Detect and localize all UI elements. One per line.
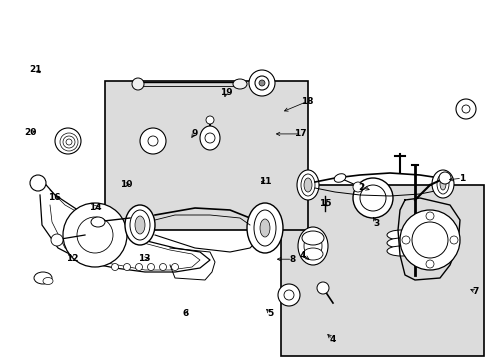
Circle shape (399, 210, 459, 270)
Circle shape (352, 182, 362, 192)
Circle shape (248, 70, 274, 96)
Ellipse shape (200, 126, 220, 150)
Circle shape (438, 172, 450, 184)
Ellipse shape (439, 178, 445, 190)
Circle shape (55, 128, 81, 154)
Circle shape (425, 212, 433, 220)
Ellipse shape (301, 174, 314, 196)
Circle shape (284, 290, 293, 300)
Circle shape (205, 116, 214, 124)
Text: 12: 12 (66, 254, 79, 263)
Circle shape (111, 264, 118, 270)
Text: 4: 4 (299, 251, 306, 260)
Circle shape (411, 222, 447, 258)
Ellipse shape (386, 230, 414, 240)
Circle shape (159, 264, 166, 270)
Text: 10: 10 (120, 180, 132, 189)
Circle shape (352, 178, 392, 218)
Ellipse shape (297, 227, 327, 265)
Text: 15: 15 (318, 199, 331, 208)
Circle shape (254, 76, 268, 90)
Text: 5: 5 (267, 309, 273, 318)
Text: 1: 1 (458, 174, 464, 183)
Ellipse shape (333, 174, 345, 182)
Text: 11: 11 (258, 177, 271, 186)
Ellipse shape (296, 170, 318, 200)
Circle shape (259, 80, 264, 86)
Circle shape (461, 105, 469, 113)
Text: 8: 8 (289, 255, 295, 264)
Text: 2: 2 (358, 183, 364, 192)
Bar (105, 81, 307, 230)
Text: 19: 19 (219, 89, 232, 98)
Text: 9: 9 (191, 129, 198, 138)
Ellipse shape (253, 210, 275, 246)
Circle shape (63, 203, 127, 267)
Text: 14: 14 (89, 202, 102, 211)
Circle shape (171, 264, 178, 270)
Circle shape (316, 282, 328, 294)
Circle shape (148, 136, 158, 146)
Text: 21: 21 (29, 65, 41, 74)
Circle shape (359, 185, 385, 211)
Circle shape (204, 133, 215, 143)
Ellipse shape (246, 203, 283, 253)
Ellipse shape (304, 234, 321, 258)
Circle shape (132, 78, 143, 90)
Ellipse shape (43, 278, 53, 284)
Text: 7: 7 (471, 287, 478, 296)
Circle shape (147, 264, 154, 270)
Ellipse shape (304, 178, 311, 192)
Circle shape (135, 264, 142, 270)
Ellipse shape (436, 174, 448, 194)
Circle shape (30, 175, 46, 191)
Ellipse shape (34, 272, 52, 284)
Circle shape (140, 128, 165, 154)
Text: 6: 6 (183, 310, 188, 319)
Circle shape (278, 284, 299, 306)
Circle shape (51, 234, 63, 246)
Bar (281, 185, 483, 356)
Text: 18: 18 (300, 97, 313, 106)
Text: 3: 3 (373, 219, 379, 228)
Circle shape (449, 236, 457, 244)
Text: 16: 16 (48, 193, 61, 202)
Ellipse shape (386, 246, 414, 256)
Circle shape (77, 217, 113, 253)
Ellipse shape (232, 79, 246, 89)
Ellipse shape (302, 231, 324, 245)
Ellipse shape (135, 216, 145, 234)
Text: 20: 20 (24, 128, 37, 137)
Ellipse shape (431, 170, 453, 198)
Ellipse shape (125, 205, 155, 245)
Ellipse shape (91, 217, 105, 227)
Ellipse shape (386, 238, 414, 248)
Ellipse shape (260, 219, 269, 237)
Circle shape (123, 264, 130, 270)
Ellipse shape (130, 210, 150, 240)
Ellipse shape (303, 248, 323, 260)
Text: 4: 4 (328, 335, 335, 343)
Circle shape (401, 236, 409, 244)
Text: 17: 17 (293, 130, 306, 139)
Text: 13: 13 (138, 254, 150, 263)
Circle shape (425, 260, 433, 268)
Circle shape (455, 99, 475, 119)
